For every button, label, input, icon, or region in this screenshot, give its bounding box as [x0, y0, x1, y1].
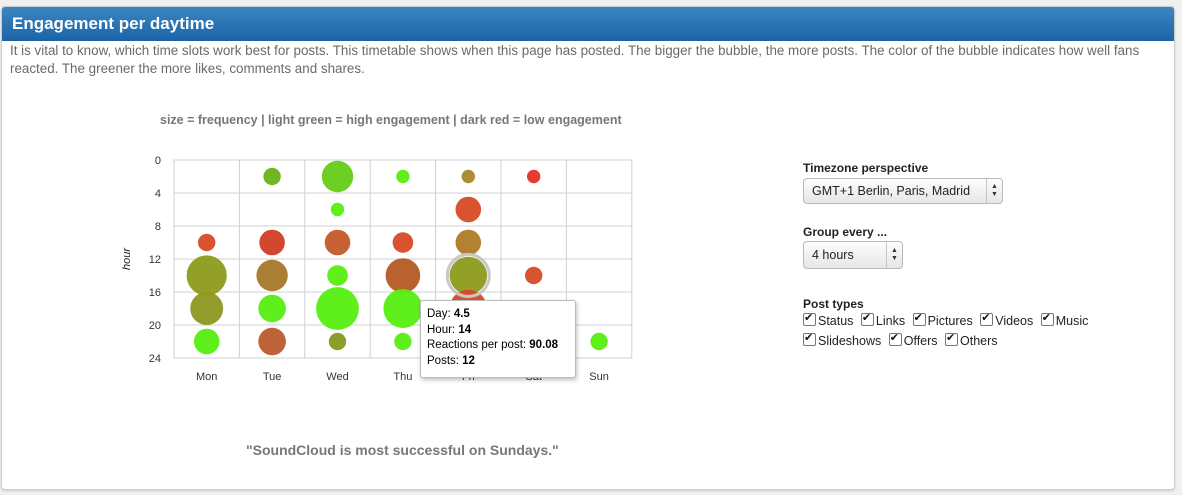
bubble[interactable] [321, 160, 354, 193]
checkbox-slideshows[interactable]: Slideshows [803, 331, 882, 348]
panel-description: It is vital to know, which time slots wo… [10, 43, 1140, 76]
select-arrows-icon: ▲ ▼ [986, 179, 1002, 203]
tooltip-day: Day: 4.5 [427, 307, 575, 323]
bubble[interactable] [392, 232, 414, 253]
tooltip-reactions-value: 90.08 [529, 339, 559, 351]
bubble[interactable] [383, 289, 423, 328]
bubble[interactable] [385, 258, 421, 293]
bubble[interactable] [316, 287, 359, 330]
tooltip-day-value: 4.5 [453, 308, 470, 320]
bubble[interactable] [263, 167, 281, 186]
checkmark-icon [1040, 311, 1054, 326]
bubble[interactable] [327, 265, 348, 286]
timezone-label: Timezone perspective [803, 161, 929, 175]
checkbox-offers[interactable]: Offers [888, 331, 938, 348]
checkmark-icon [888, 331, 902, 346]
checkbox-label: Slideshows [818, 334, 882, 348]
bubble[interactable] [525, 266, 543, 285]
bubble[interactable] [396, 169, 410, 184]
select-arrows-icon: ▲ ▼ [886, 242, 902, 268]
bubble[interactable] [259, 229, 285, 256]
y-tick-label: 8 [155, 221, 161, 233]
checkbox-label: Links [875, 314, 906, 328]
bubble[interactable] [324, 229, 351, 256]
group-select[interactable]: 4 hours ▲ ▼ [803, 241, 903, 269]
tooltip-posts: Posts: 12 [427, 354, 575, 370]
bubble[interactable] [190, 292, 224, 325]
tooltip-hour-value: 14 [458, 323, 472, 336]
y-tick-label: 24 [149, 353, 161, 365]
tooltip-hour-label: Hour: [427, 323, 459, 336]
bubble-hover-ring [445, 253, 491, 298]
bubble[interactable] [455, 196, 482, 223]
checkbox-status[interactable]: Status [803, 311, 854, 328]
checkmark-icon [945, 331, 959, 346]
bubble[interactable] [198, 233, 216, 252]
checkmark-icon [803, 311, 816, 326]
bubble[interactable] [461, 169, 475, 184]
checkbox-label: Others [960, 334, 998, 348]
post-types-label: Post types [803, 297, 864, 311]
checkbox-label: Status [818, 314, 854, 328]
y-tick-label: 16 [149, 287, 161, 299]
y-tick-label: 0 [155, 155, 161, 167]
tooltip-posts-label: Posts: [427, 354, 463, 367]
bubble[interactable] [330, 202, 345, 217]
tooltip-day-label: Day: [427, 308, 454, 320]
chart-title: size = frequency | light green = high en… [160, 113, 622, 127]
bubble[interactable] [449, 256, 488, 295]
checkbox-label: Music [1055, 314, 1089, 328]
checkbox-videos[interactable]: Videos [980, 311, 1034, 328]
x-tick-label: Thu [393, 371, 412, 383]
tooltip-reactions: Reactions per post: 90.08 [427, 338, 575, 354]
checkmark-icon [912, 311, 926, 326]
post-types-list: Status Links Pictures Videos Music Slide… [803, 311, 1143, 353]
bubble[interactable] [186, 255, 227, 296]
checkbox-music[interactable]: Music [1040, 311, 1089, 328]
checkbox-links[interactable]: Links [860, 311, 906, 328]
bubble[interactable] [258, 294, 286, 323]
checkbox-others[interactable]: Others [945, 331, 998, 348]
y-tick-label: 12 [149, 254, 161, 266]
bubble[interactable] [455, 229, 482, 256]
tooltip-hour: Hour: 14 [427, 323, 575, 339]
panel-title: Engagement per daytime [2, 7, 1174, 41]
bubble[interactable] [328, 332, 347, 351]
tooltip-reactions-label: Reactions per post: [427, 339, 530, 351]
bubble[interactable] [527, 169, 541, 184]
x-tick-label: Tue [263, 371, 282, 383]
timezone-select-value: GMT+1 Berlin, Paris, Madrid [812, 184, 971, 198]
checkmark-icon [860, 311, 874, 326]
x-tick-label: Mon [196, 371, 217, 383]
bubble[interactable] [258, 327, 286, 356]
y-axis-label: hour [121, 247, 133, 270]
checkbox-label: Videos [995, 314, 1034, 328]
x-tick-label: Wed [326, 371, 348, 383]
bubble-chart: 04812162024MonTueWedThuFriSatSunhour [121, 155, 633, 383]
tooltip-posts-value: 12 [462, 354, 475, 367]
x-tick-label: Sun [589, 371, 609, 383]
checkbox-pictures[interactable]: Pictures [912, 311, 973, 328]
y-tick-label: 20 [149, 320, 161, 332]
bubble[interactable] [193, 328, 220, 355]
checkbox-label: Offers [903, 334, 938, 348]
y-tick-label: 4 [155, 188, 161, 200]
group-label: Group every ... [803, 225, 888, 239]
group-select-value: 4 hours [812, 248, 854, 262]
timezone-select[interactable]: GMT+1 Berlin, Paris, Madrid ▲ ▼ [803, 178, 1003, 204]
bubble[interactable] [394, 332, 412, 351]
bubble[interactable] [590, 332, 608, 351]
checkbox-label: Pictures [927, 314, 973, 328]
bubble[interactable] [256, 259, 288, 292]
conclusion-text: "SoundCloud is most successful on Sunday… [246, 442, 559, 458]
chart-tooltip: Day: 4.5 Hour: 14 Reactions per post: 90… [420, 300, 576, 378]
checkmark-icon [980, 311, 994, 326]
checkmark-icon [803, 331, 816, 346]
